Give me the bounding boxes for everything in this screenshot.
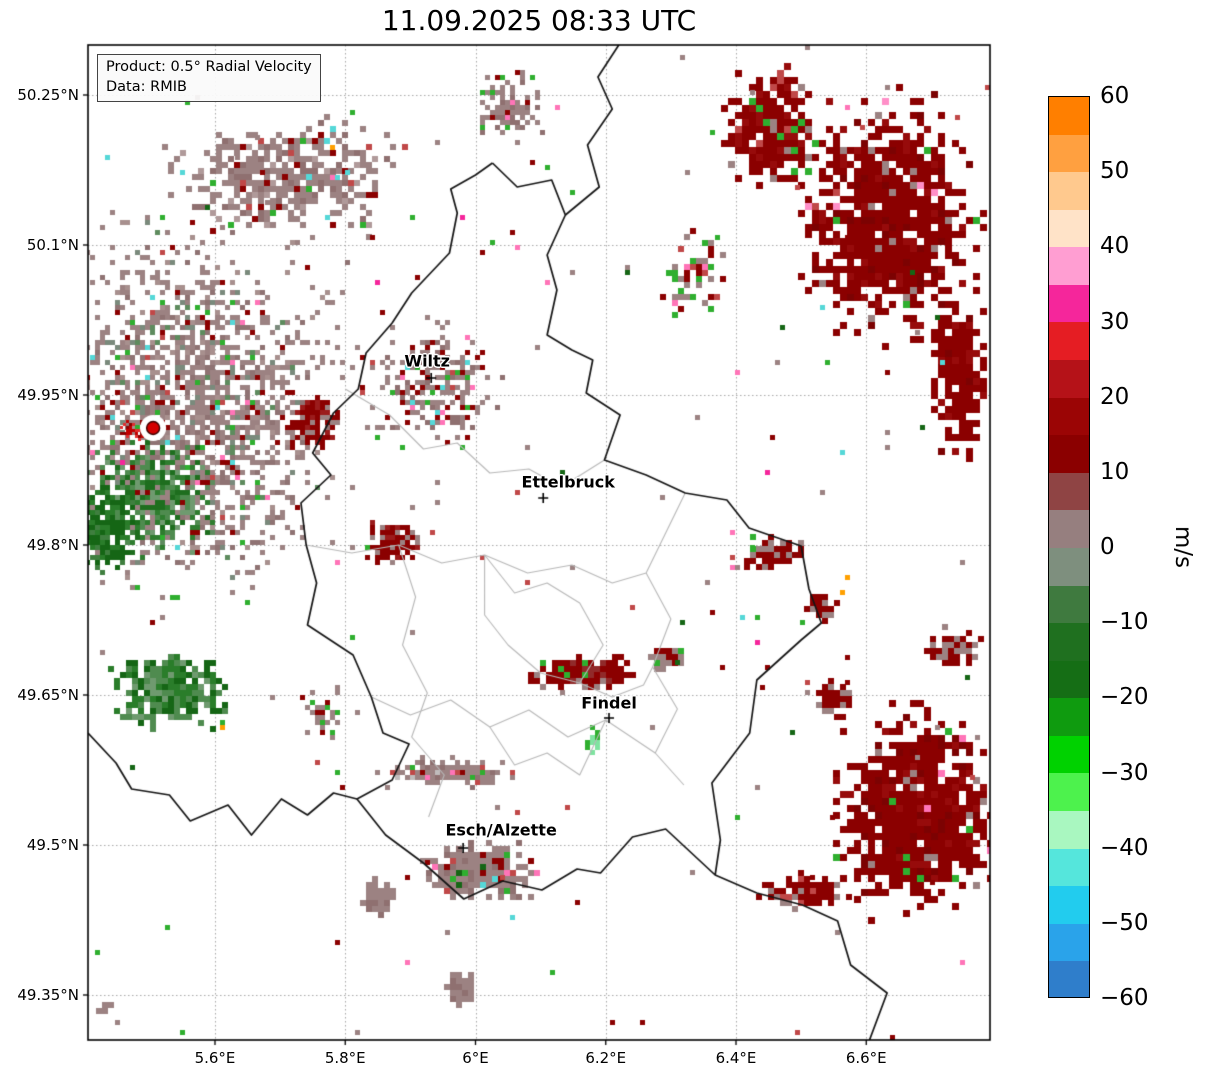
x-axis-tick-label: 5.8°E	[324, 1049, 366, 1067]
colorbar-segment	[1049, 247, 1089, 285]
colorbar-tick-label: −50	[1100, 909, 1149, 936]
colorbar-tick-label: −30	[1100, 759, 1149, 786]
x-axis-tick-label: 5.6°E	[194, 1049, 236, 1067]
colorbar-segment	[1049, 585, 1089, 624]
colorbar-unit-label: m/s	[1170, 525, 1196, 569]
x-axis-tick-label: 6.4°E	[715, 1049, 757, 1067]
city-label-ettelbruck: Ettelbruck	[521, 472, 615, 492]
colorbar-segment	[1049, 623, 1089, 661]
colorbar-tick-label: 0	[1100, 534, 1115, 560]
colorbar-segment	[1049, 961, 1089, 997]
product-label: Product: 0.5° Radial Velocity	[106, 59, 312, 75]
x-axis-tick-label: 6°E	[462, 1049, 489, 1067]
y-axis-tick-label: 49.8°N	[26, 536, 79, 554]
colorbar-segment	[1049, 698, 1089, 736]
colorbar-segment	[1049, 923, 1089, 962]
colorbar-tick-label: 60	[1100, 83, 1130, 109]
y-axis-tick-label: 49.65°N	[17, 686, 79, 704]
colorbar-segment	[1049, 97, 1089, 135]
city-label-esch-alzette: Esch/Alzette	[445, 820, 557, 840]
colorbar-segment	[1049, 322, 1089, 361]
y-axis-tick-label: 50.25°N	[17, 86, 79, 104]
colorbar-segment	[1049, 172, 1089, 210]
colorbar-segment	[1049, 810, 1089, 849]
colorbar-segment	[1049, 773, 1089, 811]
colorbar-segment	[1049, 848, 1089, 887]
colorbar-tick-label: −40	[1100, 834, 1149, 861]
colorbar-segment	[1049, 886, 1089, 924]
colorbar-segment	[1049, 134, 1089, 173]
product-info-box: Product: 0.5° Radial Velocity Data: RMIB	[97, 54, 321, 103]
colorbar-segment	[1049, 547, 1089, 586]
colorbar-segment	[1049, 360, 1089, 398]
colorbar	[1048, 96, 1090, 998]
y-axis-tick-label: 49.95°N	[17, 386, 79, 404]
colorbar-tick-label: 40	[1100, 233, 1130, 260]
colorbar-tick-label: 50	[1100, 158, 1130, 185]
colorbar-tick-label: −10	[1100, 609, 1149, 636]
y-axis-tick-label: 50.1°N	[26, 236, 79, 254]
data-source-label: Data: RMIB	[106, 78, 187, 95]
colorbar-segment	[1049, 472, 1089, 511]
colorbar-segment	[1049, 510, 1089, 548]
city-label-findel: Findel	[581, 693, 637, 713]
plot-title: 11.09.2025 08:33 UTC	[381, 4, 697, 37]
colorbar-tick-label: 30	[1100, 308, 1130, 335]
colorbar-tick-label: −60	[1100, 985, 1149, 1011]
colorbar-tick-label: 20	[1100, 383, 1130, 410]
colorbar-tick-label: 10	[1100, 458, 1130, 485]
y-axis-tick-label: 49.5°N	[26, 836, 79, 854]
y-axis-tick-label: 49.35°N	[17, 986, 79, 1004]
colorbar-segment	[1049, 660, 1089, 699]
colorbar-tick-label: −20	[1100, 684, 1149, 711]
colorbar-segment	[1049, 435, 1089, 473]
colorbar-segment	[1049, 284, 1089, 323]
x-axis-tick-label: 6.2°E	[585, 1049, 627, 1067]
x-axis-tick-label: 6.6°E	[845, 1049, 887, 1067]
colorbar-segment	[1049, 735, 1089, 774]
city-label-wiltz: Wiltz	[404, 351, 450, 371]
colorbar-segment	[1049, 397, 1089, 436]
colorbar-segment	[1049, 209, 1089, 248]
